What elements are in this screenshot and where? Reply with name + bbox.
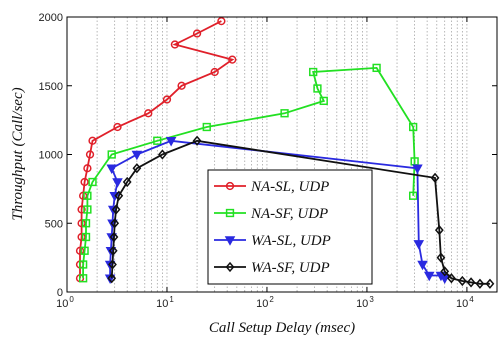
data-point — [111, 204, 121, 215]
data-point — [165, 137, 177, 147]
data-point — [109, 231, 119, 243]
data-point — [132, 163, 142, 174]
data-point — [162, 95, 172, 104]
y-axis-title: Throughput (Call/sec) — [10, 87, 26, 220]
data-point — [158, 149, 167, 160]
y-tick-label: 500 — [45, 218, 63, 230]
data-point — [110, 218, 120, 229]
data-point — [113, 122, 122, 132]
data-point — [106, 164, 117, 174]
data-point — [107, 150, 116, 159]
data-point — [457, 275, 467, 287]
data-point — [412, 164, 423, 174]
data-point — [309, 67, 318, 77]
data-point — [83, 205, 92, 214]
series-2 — [78, 63, 419, 283]
data-point — [192, 135, 202, 146]
data-point — [77, 205, 86, 214]
data-point — [108, 259, 117, 270]
y-tick-label: 1500 — [39, 81, 63, 93]
data-point — [77, 219, 86, 228]
data-point — [430, 172, 440, 184]
data-point — [77, 232, 86, 242]
data-point — [81, 232, 91, 242]
data-point — [436, 252, 446, 263]
data-point — [409, 122, 418, 132]
legend-box — [207, 169, 373, 285]
data-point — [485, 278, 495, 289]
data-point — [413, 240, 425, 250]
data-point — [144, 109, 153, 118]
data-point — [417, 260, 428, 271]
legend-label: WA-SL, UDP — [251, 233, 331, 249]
data-point — [447, 273, 456, 284]
data-point — [107, 273, 117, 284]
data-point — [423, 271, 435, 282]
data-point — [80, 177, 89, 187]
data-point — [202, 122, 211, 132]
data-point — [78, 274, 88, 283]
data-point — [440, 266, 450, 277]
data-point — [85, 150, 95, 159]
data-point — [475, 278, 485, 289]
data-point — [153, 136, 162, 145]
data-point — [88, 136, 97, 145]
data-point — [78, 260, 88, 269]
legend: NA-SL, UDP NA-SF, UDP WA-SL, UDP WA-SF, UDP — [207, 169, 373, 285]
x-axis-title: Call Setup Delay (msec) — [209, 320, 355, 336]
legend-swatch-marker — [224, 236, 236, 246]
grid — [66, 17, 498, 292]
data-point — [83, 164, 92, 173]
y-tick-label: 1000 — [39, 150, 63, 162]
data-point — [75, 246, 85, 255]
data-point — [210, 67, 219, 77]
data-point — [217, 16, 226, 26]
legend-items: NA-SL, UDP NA-SF, UDP WA-SL, UDP WA-SF, UDP — [214, 179, 331, 276]
legend-swatch-marker — [225, 208, 235, 218]
legend-label: WA-SF, UDP — [251, 260, 330, 276]
data-point — [112, 178, 123, 188]
data-point — [319, 96, 328, 106]
series-4 — [107, 135, 495, 289]
data-point — [122, 176, 132, 188]
data-point — [170, 40, 180, 49]
legend-swatch-marker — [225, 261, 235, 273]
y-tick-label: 2000 — [39, 12, 63, 24]
legend-entry: WA-SL, UDP — [214, 233, 331, 249]
data-point — [81, 219, 91, 228]
data-point — [466, 277, 476, 288]
data-point — [409, 191, 418, 200]
data-point — [88, 177, 97, 187]
legend-entry: WA-SF, UDP — [214, 260, 330, 276]
series-layer — [75, 16, 495, 289]
data-point — [131, 150, 143, 161]
legend-label: NA-SL, UDP — [250, 179, 329, 195]
series-line — [110, 139, 490, 285]
data-point — [313, 84, 322, 93]
data-point — [372, 63, 381, 73]
data-point — [280, 109, 289, 118]
data-point — [80, 246, 89, 255]
data-point — [114, 190, 124, 201]
legend-label: NA-SF, UDP — [250, 206, 328, 222]
data-point — [434, 224, 444, 236]
legend-entry: NA-SF, UDP — [214, 206, 328, 222]
data-point — [228, 55, 237, 64]
legend-entry: NA-SL, UDP — [214, 179, 329, 195]
data-point — [192, 29, 202, 38]
series-line — [82, 66, 416, 279]
series-3 — [104, 137, 450, 284]
data-point — [108, 245, 118, 256]
legend-swatch-marker — [225, 181, 235, 191]
data-point — [83, 191, 92, 200]
data-point — [177, 81, 186, 90]
y-tick-label: 0 — [57, 287, 63, 299]
